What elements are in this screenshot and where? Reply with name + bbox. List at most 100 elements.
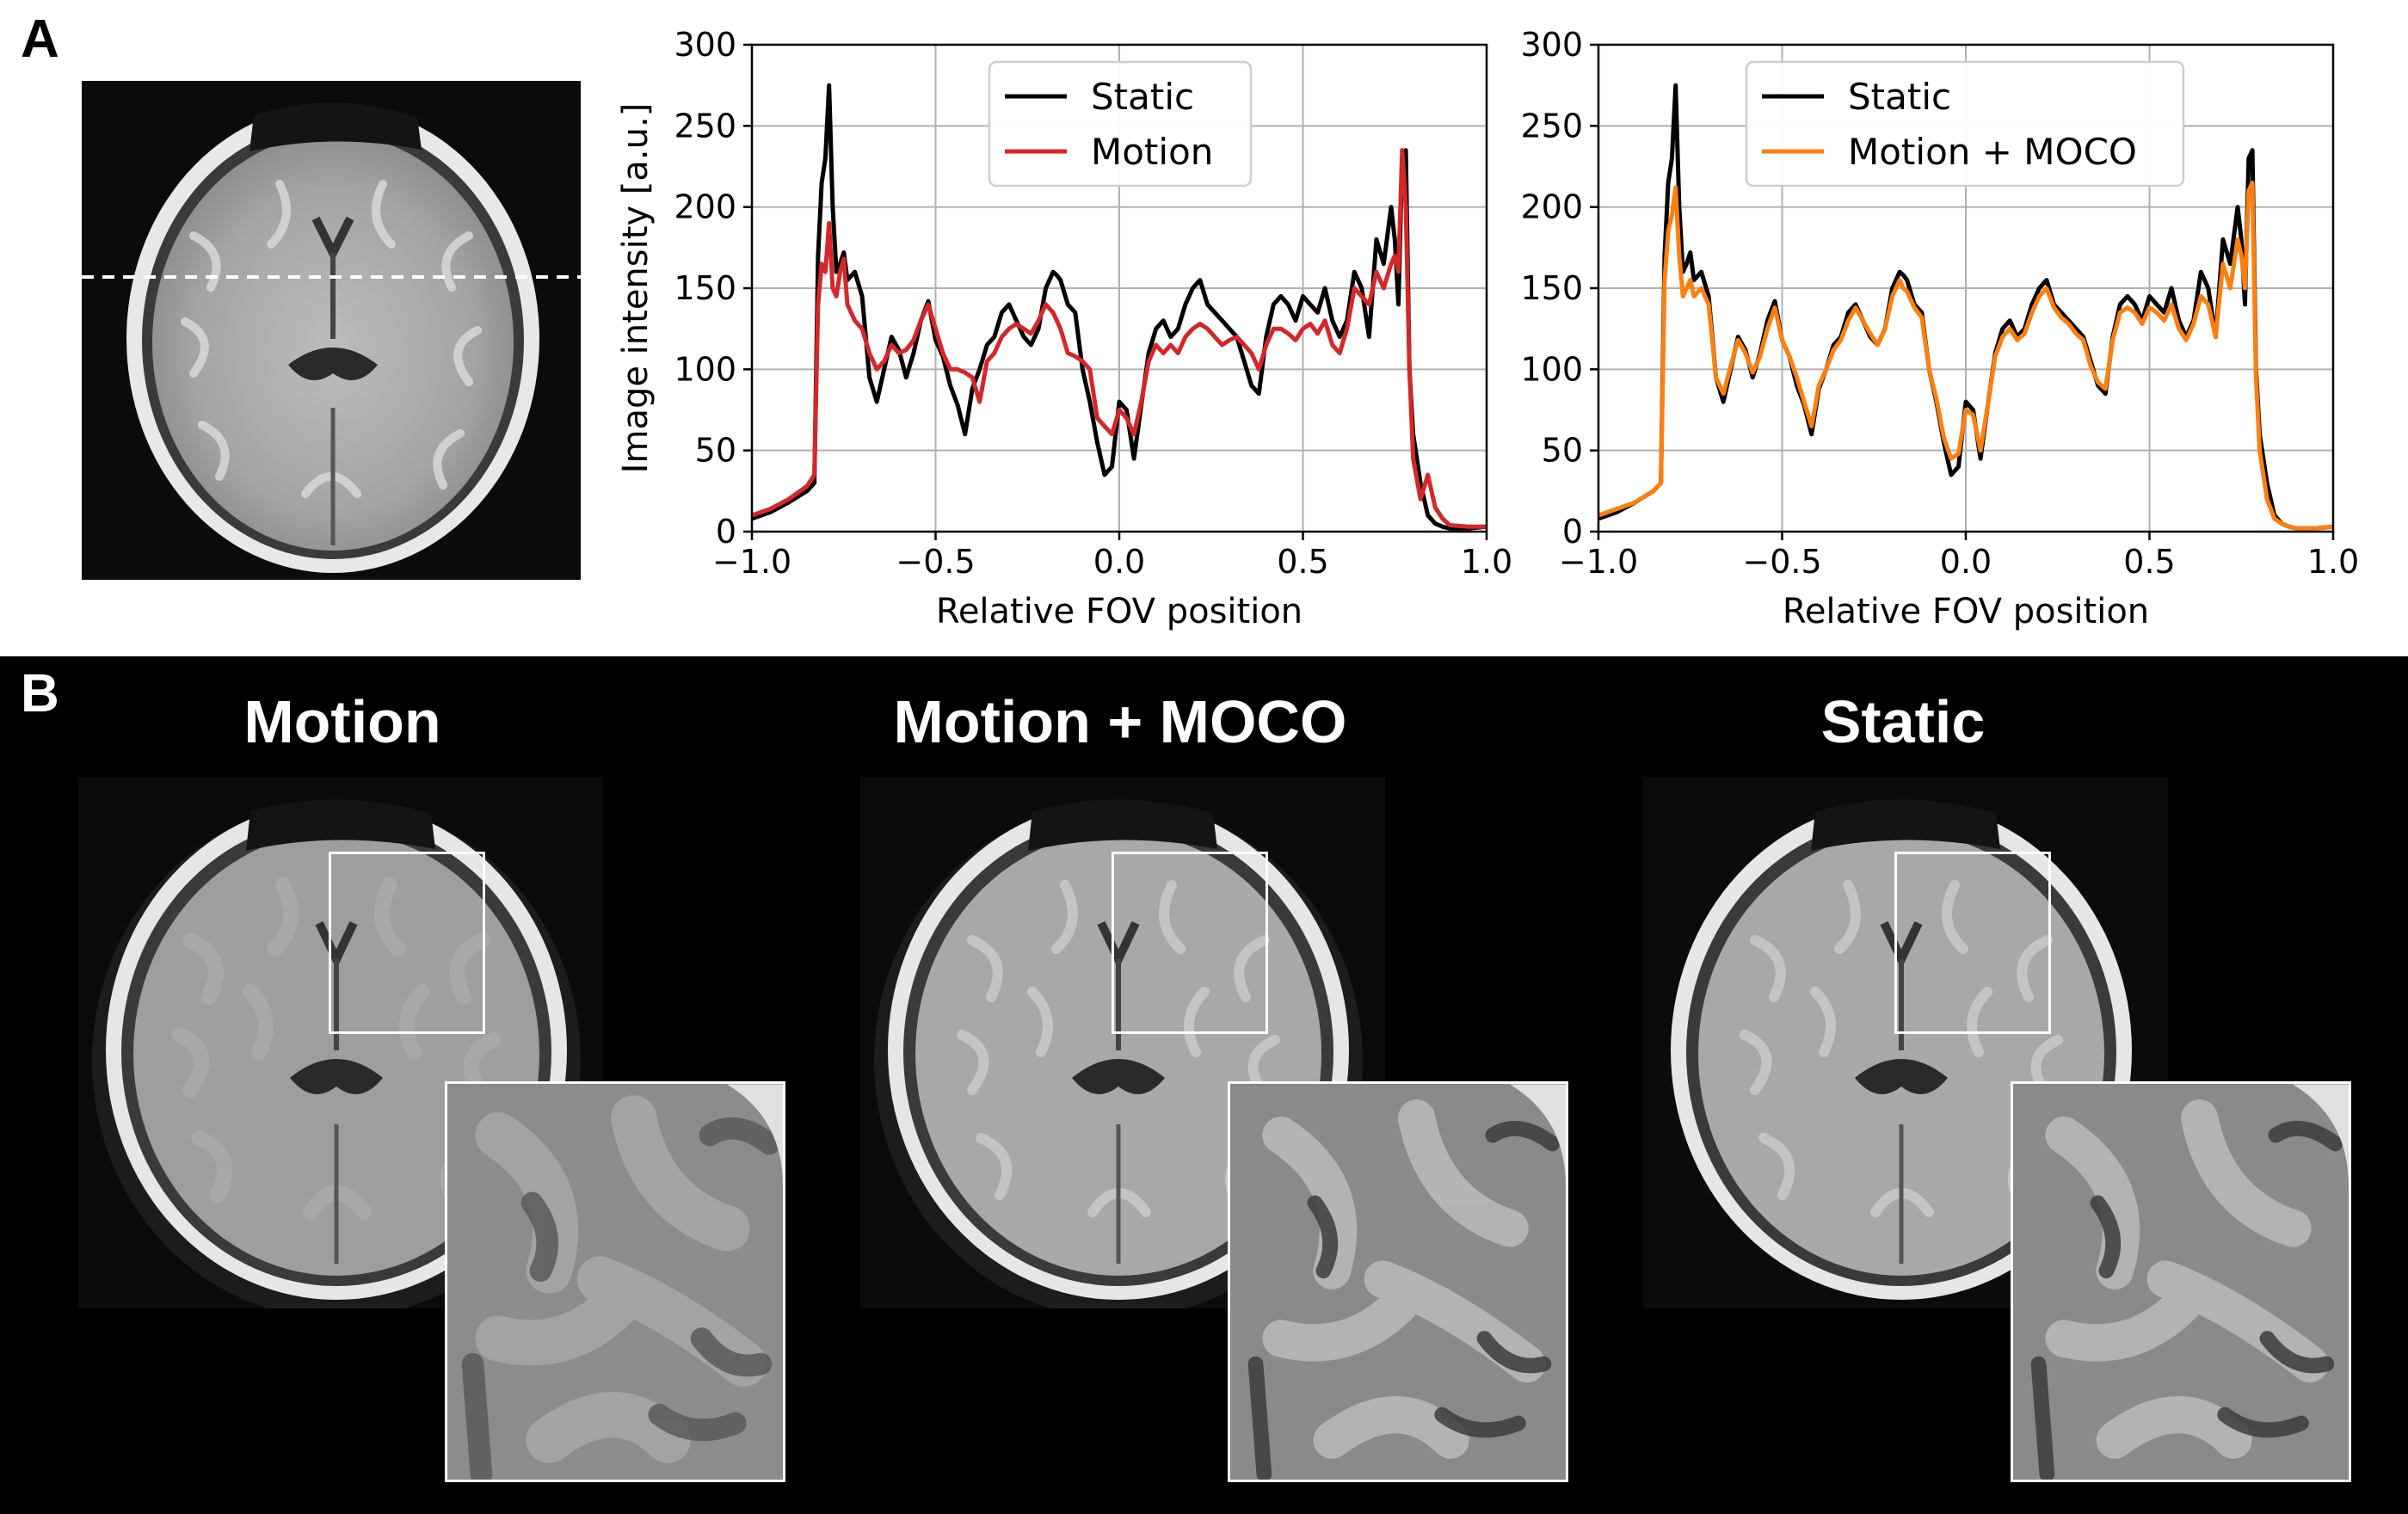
- x-tick-label: −0.5: [1742, 543, 1821, 581]
- y-tick-label: 250: [1520, 107, 1583, 145]
- brain-gyrus: [1159, 880, 1186, 954]
- brain-image-moco: [860, 777, 1385, 1308]
- brain-svg-moco: [860, 777, 1385, 1308]
- legend-box: [1745, 60, 2185, 188]
- legend-label: Motion: [1091, 131, 1213, 173]
- y-tick-label: 50: [1542, 432, 1583, 470]
- panel-letter-a: A: [21, 9, 59, 69]
- x-tick-label: 0.5: [1277, 543, 1328, 581]
- inset-wm-tract: [611, 1095, 750, 1252]
- x-tick-label: 0.0: [1093, 543, 1145, 581]
- inset-sulcus: [1307, 1195, 1339, 1279]
- brain-ventricles: [1855, 1059, 1948, 1094]
- zoom-roi-static: [1894, 852, 2051, 1034]
- x-tick-label: −1.0: [1559, 543, 1638, 581]
- zoom-roi-motion: [329, 852, 485, 1034]
- y-tick-label: 50: [695, 432, 736, 470]
- inset-skull-corner: [1510, 1084, 1566, 1186]
- line-profile-charts: −1.0 −0.5 0.0 0.5 1.0 0 50 100 150 200 250 300 Relat…: [616, 26, 2359, 631]
- inset-skull-corner: [727, 1084, 783, 1186]
- brain-gyrus: [1740, 1030, 1772, 1095]
- y-tick-label: 0: [1562, 513, 1583, 551]
- inset-sulci: [461, 1117, 781, 1480]
- y-tick-label: 0: [716, 513, 736, 551]
- inset-sulcus: [699, 1117, 781, 1155]
- brain-gyrus: [1834, 880, 1861, 954]
- brain-gyrus: [1967, 987, 1992, 1057]
- brain-gyrus: [976, 1133, 1013, 1200]
- inset-wm-tract: [2181, 1099, 2312, 1247]
- brain-frontal-sinus: [1811, 799, 2000, 851]
- brain-gyrus: [2017, 935, 2053, 1002]
- y-tick-label: 300: [674, 26, 736, 64]
- x-tick-label: −1.0: [712, 543, 791, 581]
- inset-wm-tract: [2146, 1260, 2329, 1383]
- inset-wm-tract: [2045, 1285, 2202, 1362]
- brain-svg-motion: [78, 777, 603, 1308]
- brain-frontal-sinus: [246, 799, 435, 851]
- legend-label: Static: [1091, 76, 1194, 118]
- inset-wm-tract: [1313, 1396, 1469, 1459]
- brain-gyrus: [1942, 880, 1968, 954]
- inset-wm-tract: [1262, 1285, 1419, 1362]
- brain-gyrus: [1810, 987, 1836, 1057]
- zoom-roi-moco: [1112, 852, 1268, 1034]
- chart-static-vs-motion: −1.0 −0.5 0.0 0.5 1.0 0 50 100 150 200 250 300 Relat…: [616, 26, 1512, 631]
- brain-gyrus: [957, 1030, 989, 1095]
- brain-ventricles: [290, 1059, 383, 1094]
- inset-sulci: [1247, 1120, 1561, 1480]
- brain-gyrus: [182, 932, 224, 1005]
- y-tick-label: 150: [1520, 269, 1583, 307]
- brain-gyrus: [267, 877, 299, 957]
- brain-ventricles: [1072, 1059, 1165, 1094]
- brain-gyrus: [172, 1027, 210, 1098]
- inset-motion: [445, 1081, 785, 1482]
- y-tick-label: 150: [674, 269, 736, 307]
- inset-sulcus: [2217, 1406, 2309, 1438]
- inset-sulcus: [520, 1191, 558, 1282]
- legend-box: [988, 60, 1253, 188]
- x-tick-label: 1.0: [2307, 543, 2359, 581]
- chart-static-vs-moco: −1.0 −0.5 0.0 0.5 1.0 0 50 100 150 200 250 300 Relat…: [1520, 26, 2359, 631]
- inset-sulcus: [648, 1403, 747, 1442]
- y-tick-label: 200: [1520, 188, 1583, 226]
- inset-static: [2011, 1081, 2351, 1482]
- inset-wm-tract: [1364, 1260, 1546, 1383]
- y-tick-label: 100: [674, 350, 736, 388]
- inset-sulcus: [1434, 1406, 1526, 1438]
- inset-wm-tract: [526, 1392, 691, 1463]
- x-axis-label: Relative FOV position: [936, 592, 1303, 631]
- x-tick-label: 0.5: [2123, 543, 2175, 581]
- inset-sulcus: [2268, 1120, 2343, 1152]
- inset-white-matter: [1262, 1099, 1546, 1459]
- title-static: Static: [1820, 688, 1986, 755]
- brain-image-axial: [82, 81, 581, 580]
- y-axis-label: Image intensity [a.u.]: [616, 103, 656, 474]
- panel-letter-b: B: [21, 664, 59, 723]
- inset-svg-motion: [447, 1084, 783, 1480]
- brain-gyrus: [1750, 935, 1786, 1002]
- brain-grey-matter: [1698, 832, 2104, 1276]
- x-tick-label: 1.0: [1461, 543, 1512, 581]
- y-tick-label: 100: [1520, 350, 1583, 388]
- inset-sulcus: [2090, 1195, 2122, 1279]
- brain-gyrus: [374, 877, 406, 957]
- legend-label: Static: [1848, 76, 1951, 118]
- x-tick-label: 0.0: [1940, 543, 1992, 581]
- inset-sulcus: [1485, 1120, 1561, 1152]
- x-tick-label: −0.5: [896, 543, 975, 581]
- y-tick-label: 200: [674, 188, 736, 226]
- inset-sulcus: [461, 1352, 493, 1480]
- inset-skull-corner: [2293, 1084, 2349, 1186]
- brain-gyrus: [191, 1130, 233, 1203]
- inset-sulcus: [690, 1327, 773, 1377]
- brain-frontal-sinus: [1028, 799, 1217, 851]
- brain-gyrus: [1184, 987, 1210, 1057]
- inset-sulcus: [1247, 1356, 1272, 1480]
- inset-moco: [1228, 1081, 1568, 1482]
- brain-gyrus: [1027, 987, 1053, 1057]
- inset-wm-tract: [1398, 1099, 1529, 1247]
- y-tick-label: 250: [674, 107, 736, 145]
- brain-gyrus: [1758, 1133, 1795, 1200]
- series-line-motion: [751, 148, 1487, 529]
